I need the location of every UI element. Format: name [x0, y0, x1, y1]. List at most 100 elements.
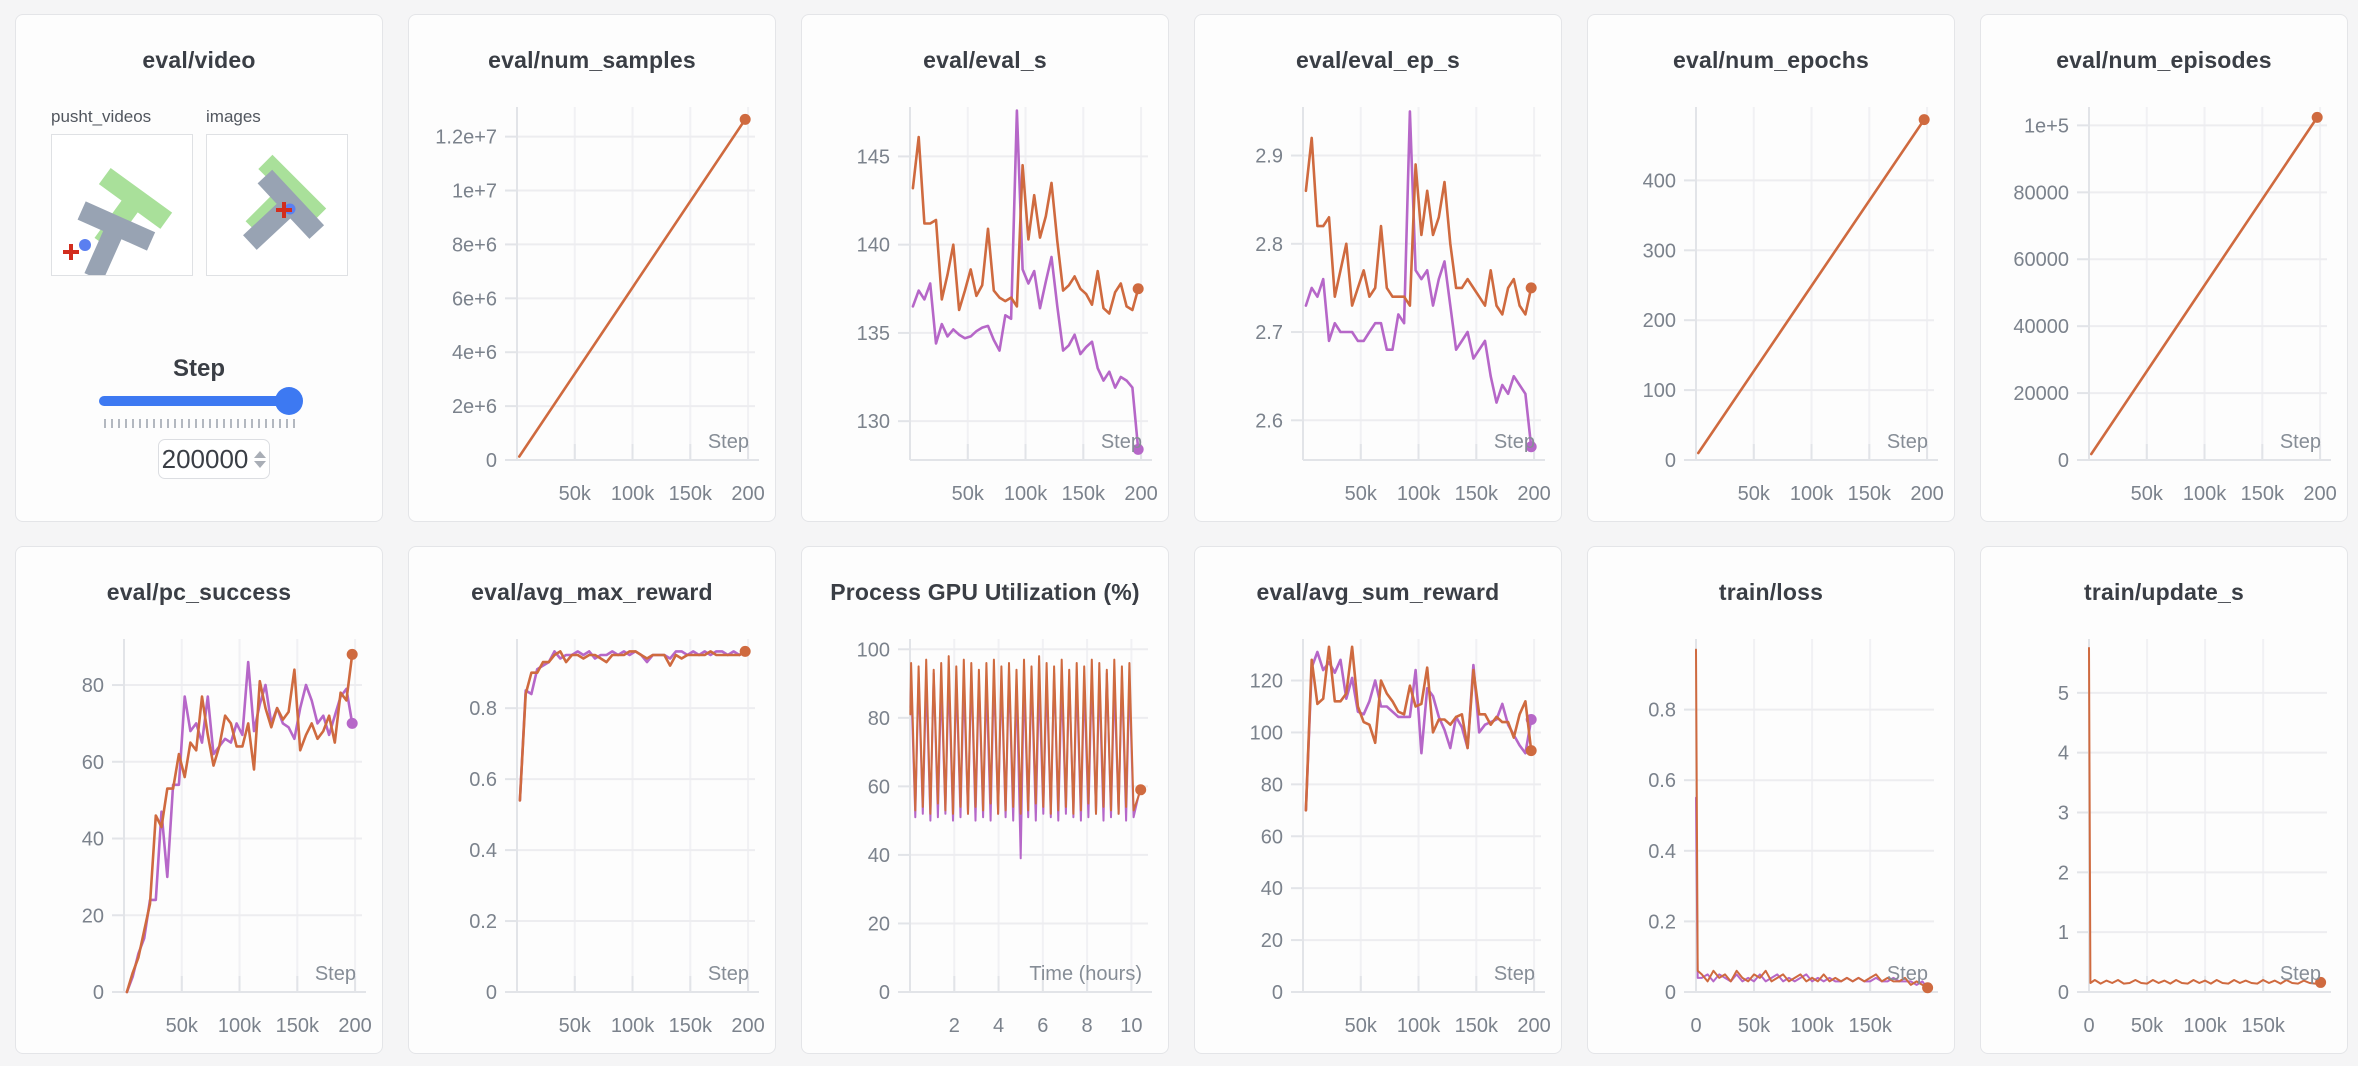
- series-end-dot-orange-run: [2311, 111, 2323, 123]
- x-tick-label: 100k: [1397, 483, 1441, 505]
- y-tick-label: 0: [93, 982, 104, 1004]
- slider-track[interactable]: [99, 396, 299, 406]
- chart-plot: 2.6 2.7 2.8 2.9 50k 100k 150k 200 Step: [1255, 107, 1551, 505]
- x-tick-label: 200: [731, 483, 764, 505]
- series-line-orange-run: [518, 118, 747, 458]
- chart-plot: 0 20 40 60 80 100 120 50k 100k 150k 200 Step: [1250, 639, 1551, 1037]
- x-tick-label: 200: [1910, 483, 1943, 505]
- chart-plot: 0 20000 40000 60000 80000 1e+5 50k 100k 150k 200 S…: [2013, 107, 2337, 505]
- y-tick-label: 0: [486, 982, 497, 1004]
- x-axis-title: Step: [708, 431, 749, 453]
- y-tick-label: 0: [2058, 450, 2069, 472]
- chart-panel-eval-num-samples[interactable]: eval/num_samples 0 2e+6 4e+6 6e+6 8e+6 1e+7 1.2…: [408, 14, 776, 522]
- y-tick-label: 0.8: [1648, 700, 1676, 722]
- x-tick-label: 150k: [276, 1015, 320, 1037]
- series-end-dot-purple-run: [1132, 443, 1144, 455]
- stepper-arrows-icon[interactable]: [254, 450, 267, 468]
- step-slider[interactable]: [99, 387, 303, 415]
- chart-panel-eval-eval-s[interactable]: eval/eval_s 130 135 140 145 50k 100k 150k 200 Ste…: [801, 14, 1169, 522]
- y-tick-label: 135: [857, 323, 890, 345]
- y-tick-label: 20000: [2013, 383, 2069, 405]
- chart-plot: 0 0.2 0.4 0.6 0.8 0 50k 100k 150k Step: [1648, 639, 1938, 1037]
- x-tick-label: 200: [1517, 1015, 1550, 1037]
- y-tick-label: 0.4: [1648, 841, 1676, 863]
- x-tick-label: 50k: [1738, 1015, 1771, 1037]
- x-tick-label: 100k: [218, 1015, 262, 1037]
- slider-tick-marks: [104, 419, 298, 428]
- chart-panel-eval-eval-ep-s[interactable]: eval/eval_ep_s 2.6 2.7 2.8 2.9 50k 100k 150k 200…: [1194, 14, 1562, 522]
- series-line-orange-run: [1695, 648, 1929, 989]
- y-tick-label: 60: [1261, 826, 1283, 848]
- x-axis-title: Step: [1494, 431, 1535, 453]
- pusht-videos-thumbnail[interactable]: [51, 134, 193, 276]
- y-tick-label: 80: [868, 708, 890, 730]
- y-tick-label: 0: [879, 982, 890, 1004]
- chart-panel-process-gpu-utilization-[interactable]: Process GPU Utilization (%) 0 20 40 60 80 100 2…: [801, 546, 1169, 1054]
- y-tick-label: 1: [2058, 922, 2069, 944]
- y-tick-label: 100: [857, 639, 890, 661]
- y-tick-label: 20: [82, 905, 104, 927]
- series-end-dot-purple-run: [1525, 441, 1537, 453]
- series-line-orange-run: [125, 653, 354, 994]
- y-tick-label: 1e+7: [452, 181, 497, 203]
- x-axis-title: Step: [315, 963, 356, 985]
- chart-panel-train-loss[interactable]: train/loss 0 0.2 0.4 0.6 0.8 0 50k 100k 150k Step: [1587, 546, 1955, 1054]
- x-tick-label: 150k: [1848, 1015, 1892, 1037]
- x-tick-label: 100k: [611, 1015, 655, 1037]
- x-axis-title: Step: [2280, 431, 2321, 453]
- x-tick-label: 50k: [559, 483, 592, 505]
- x-tick-label: 50k: [559, 1015, 592, 1037]
- media-label: images: [206, 107, 261, 126]
- x-axis-title: Step: [1494, 963, 1535, 985]
- y-tick-label: 80: [1261, 774, 1283, 796]
- chart-plot: 130 135 140 145 50k 100k 150k 200 Step: [857, 107, 1158, 505]
- media-panel-eval-video[interactable]: eval/video pusht_videos images: [15, 14, 383, 522]
- x-tick-label: 10: [1120, 1015, 1142, 1037]
- step-number-input[interactable]: 200000: [158, 439, 270, 479]
- images-thumbnail[interactable]: [206, 134, 348, 276]
- y-tick-label: 40: [82, 829, 104, 851]
- step-slider-label: Step: [172, 355, 225, 382]
- x-tick-label: 50k: [1738, 483, 1771, 505]
- x-tick-label: 50k: [1345, 1015, 1378, 1037]
- series-end-dot-orange-run: [346, 648, 358, 660]
- chart-plot: 0 100 200 300 400 50k 100k 150k 200 Step: [1643, 107, 1944, 505]
- chart-panel-train-update-s[interactable]: train/update_s 0 1 2 3 4 5 0 50k 100k 150k Step: [1980, 546, 2348, 1054]
- series-line-orange-run: [1697, 118, 1926, 455]
- gray-t-shape: [243, 169, 325, 250]
- chart-panel-eval-num-episodes[interactable]: eval/num_episodes 0 20000 40000 60000 80000 1e…: [1980, 14, 2348, 522]
- y-tick-label: 20: [868, 913, 890, 935]
- chart-panel-eval-pc-success[interactable]: eval/pc_success 0 20 40 60 80 50k 100k 150k 200 St…: [15, 546, 383, 1054]
- x-axis-title: Time (hours): [1029, 963, 1142, 985]
- y-tick-label: 400: [1643, 170, 1676, 192]
- y-tick-label: 2.6: [1255, 410, 1283, 432]
- chart-plot: 0 20 40 60 80 100 2 4 6 8 10 Time (hours): [857, 639, 1152, 1037]
- y-tick-label: 1e+5: [2024, 115, 2069, 137]
- series-line-orange-run: [911, 135, 1140, 315]
- chart-title: eval/eval_ep_s: [1296, 47, 1460, 73]
- x-tick-label: 0: [1690, 1015, 1701, 1037]
- series-end-dot-purple-run: [346, 717, 358, 729]
- y-tick-label: 2.9: [1255, 146, 1283, 168]
- y-tick-label: 0: [486, 450, 497, 472]
- y-tick-label: 1.2e+7: [435, 127, 497, 149]
- chart-panel-eval-avg-sum-reward[interactable]: eval/avg_sum_reward 0 20 40 60 80 100 120 50k 100…: [1194, 546, 1562, 1054]
- y-tick-label: 5: [2058, 683, 2069, 705]
- chart-plot: 0 20 40 60 80 50k 100k 150k 200 Step: [82, 639, 372, 1037]
- x-tick-label: 6: [1037, 1015, 1048, 1037]
- chart-title: eval/eval_s: [923, 47, 1047, 73]
- chart-panel-eval-num-epochs[interactable]: eval/num_epochs 0 100 200 300 400 50k 100k 150k 2…: [1587, 14, 1955, 522]
- y-tick-label: 130: [857, 411, 890, 433]
- chart-panel-eval-avg-max-reward[interactable]: eval/avg_max_reward 0 0.2 0.4 0.6 0.8 50k 100k 1…: [408, 546, 776, 1054]
- slider-thumb[interactable]: [275, 387, 303, 415]
- x-axis-title: Step: [2280, 963, 2321, 985]
- x-tick-label: 150k: [1062, 483, 1106, 505]
- y-tick-label: 2.8: [1255, 234, 1283, 256]
- x-tick-label: 100k: [1397, 1015, 1441, 1037]
- series-end-dot-orange-run: [1525, 282, 1537, 294]
- x-tick-label: 200: [2303, 483, 2336, 505]
- x-tick-label: 150k: [2241, 483, 2285, 505]
- chart-title: eval/num_episodes: [2056, 47, 2272, 73]
- y-tick-label: 4: [2058, 743, 2069, 765]
- agent-dot: [79, 239, 91, 251]
